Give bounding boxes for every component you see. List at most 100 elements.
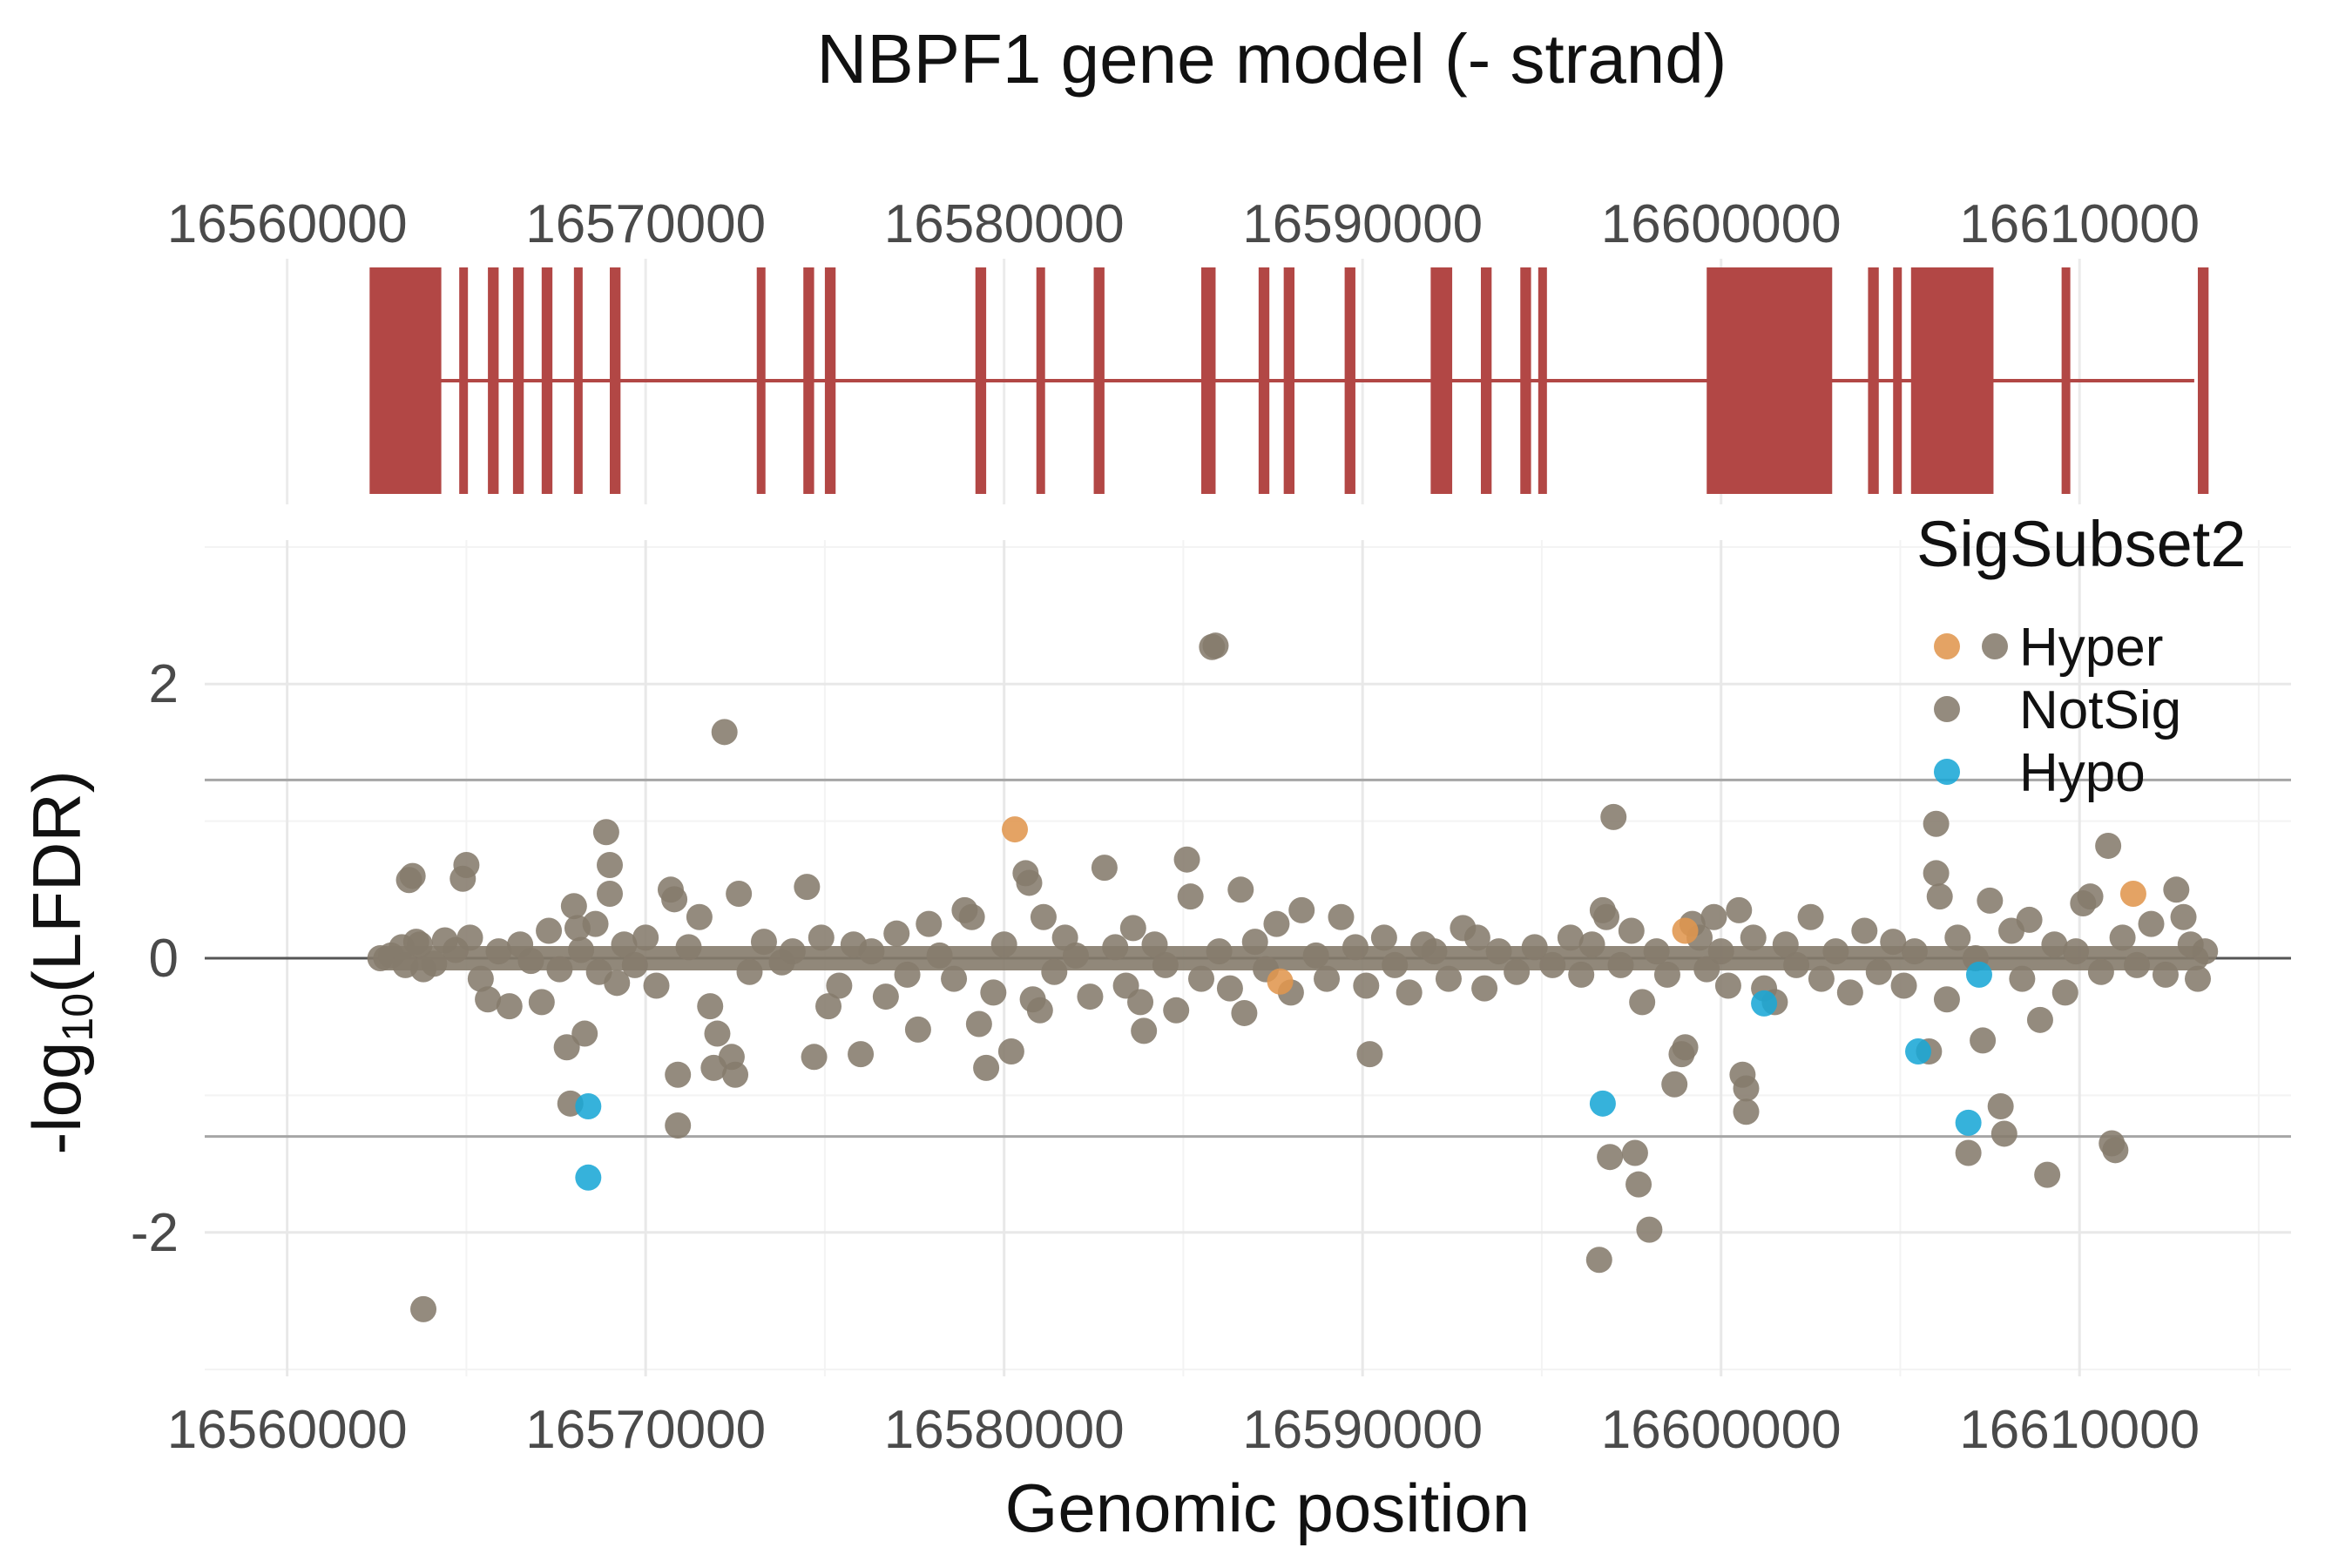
point-notsig [665, 1112, 692, 1139]
point-notsig [1990, 1120, 2017, 1147]
exon-block [1480, 267, 1492, 494]
y-tick-label: 2 [149, 654, 179, 714]
point-notsig [1578, 931, 1605, 958]
chart-title: NBPF1 gene model (- strand) [817, 20, 1727, 98]
point-notsig [965, 1010, 992, 1037]
gene-model-track [369, 267, 2209, 494]
point-notsig [1568, 961, 1595, 988]
exon-block [2061, 267, 2071, 494]
point-notsig [1062, 942, 1089, 969]
point-notsig [1302, 942, 1329, 969]
point-notsig [1851, 917, 1878, 944]
point-notsig [661, 886, 688, 913]
point-notsig [2152, 961, 2179, 988]
point-notsig [1987, 1092, 2014, 1119]
point-hypo [1905, 1038, 1932, 1065]
point-notsig [1808, 965, 1835, 992]
x-axis-title: Genomic position [1005, 1470, 1531, 1546]
point-notsig [1421, 938, 1448, 965]
point-notsig [904, 1016, 931, 1043]
point-notsig [1836, 979, 1863, 1006]
x-tick-label: 16610000 [1959, 1400, 2200, 1460]
point-notsig [2124, 951, 2151, 978]
point-notsig [597, 851, 624, 878]
point-notsig [1173, 846, 1200, 873]
point-notsig [801, 1044, 828, 1071]
point-notsig [2051, 979, 2078, 1006]
point-notsig [1263, 910, 1290, 937]
point-notsig [973, 1054, 1000, 1081]
point-notsig [1041, 958, 1068, 985]
point-notsig [632, 924, 659, 951]
exon-block [756, 267, 766, 494]
point-notsig [1119, 915, 1146, 942]
point-notsig [453, 851, 480, 878]
point-notsig [997, 1038, 1024, 1065]
point-notsig [1504, 958, 1531, 985]
point-notsig [621, 951, 648, 978]
point-notsig [1970, 1027, 1997, 1054]
point-hypo [575, 1164, 602, 1191]
point-notsig [1328, 903, 1355, 930]
point-notsig [2102, 1137, 2129, 1164]
point-notsig [1102, 934, 1129, 961]
point-notsig [1923, 860, 1950, 887]
exon-block [1036, 267, 1045, 494]
point-hypo [1751, 990, 1778, 1017]
point-notsig [1783, 951, 1810, 978]
point-notsig [604, 970, 631, 997]
point-notsig [2192, 938, 2219, 965]
point-notsig [475, 986, 502, 1013]
point-notsig [2077, 883, 2104, 910]
point-notsig [1693, 956, 1720, 983]
point-notsig [1661, 1071, 1688, 1098]
point-notsig [467, 965, 494, 992]
point-notsig [410, 1295, 437, 1322]
point-notsig [568, 936, 595, 963]
point-notsig [456, 924, 483, 951]
y-axis-title-subscript: 10 [53, 993, 102, 1042]
point-notsig [794, 874, 821, 901]
point-notsig [848, 1041, 875, 1068]
exon-block [369, 267, 442, 494]
point-notsig [1621, 1139, 1648, 1166]
point-notsig [1629, 989, 1656, 1016]
point-notsig [2034, 1161, 2061, 1188]
point-notsig [1231, 999, 1258, 1026]
point-notsig [1206, 938, 1233, 965]
y-tick-label: 0 [149, 929, 179, 989]
x-tick-label: 16580000 [884, 1400, 1125, 1460]
point-notsig [1370, 924, 1397, 951]
legend-key-notsig [1934, 696, 1960, 722]
point-notsig [1890, 972, 1917, 999]
point-notsig [1435, 965, 1462, 992]
point-notsig [1557, 924, 1584, 951]
exon-block [459, 267, 469, 494]
point-notsig [726, 881, 753, 908]
point-notsig [1618, 917, 1645, 944]
point-notsig [1585, 1247, 1612, 1274]
gene-x-tick-label: 16590000 [1242, 194, 1483, 254]
point-notsig [2163, 876, 2190, 903]
scatter-gridlines [205, 540, 2291, 1376]
point-notsig [1977, 887, 2004, 914]
point-notsig [496, 993, 523, 1020]
point-notsig [1740, 924, 1767, 951]
point-hyper [2119, 881, 2146, 908]
point-notsig [571, 1020, 598, 1047]
point-notsig [1607, 951, 1634, 978]
point-notsig [736, 958, 763, 985]
point-notsig [2109, 924, 2136, 951]
gene-x-tick-label: 16560000 [167, 194, 408, 254]
exon-block [512, 267, 524, 494]
point-notsig [941, 965, 968, 992]
point-notsig [1141, 931, 1168, 958]
point-notsig [1356, 1041, 1383, 1068]
point-notsig [2063, 938, 2090, 965]
exon-block [1201, 267, 1216, 494]
point-notsig [553, 1034, 580, 1061]
point-hypo [1965, 961, 1992, 988]
point-notsig [536, 917, 563, 944]
point-notsig [1982, 633, 2008, 659]
y-axis-title-main: -log [18, 1042, 95, 1155]
